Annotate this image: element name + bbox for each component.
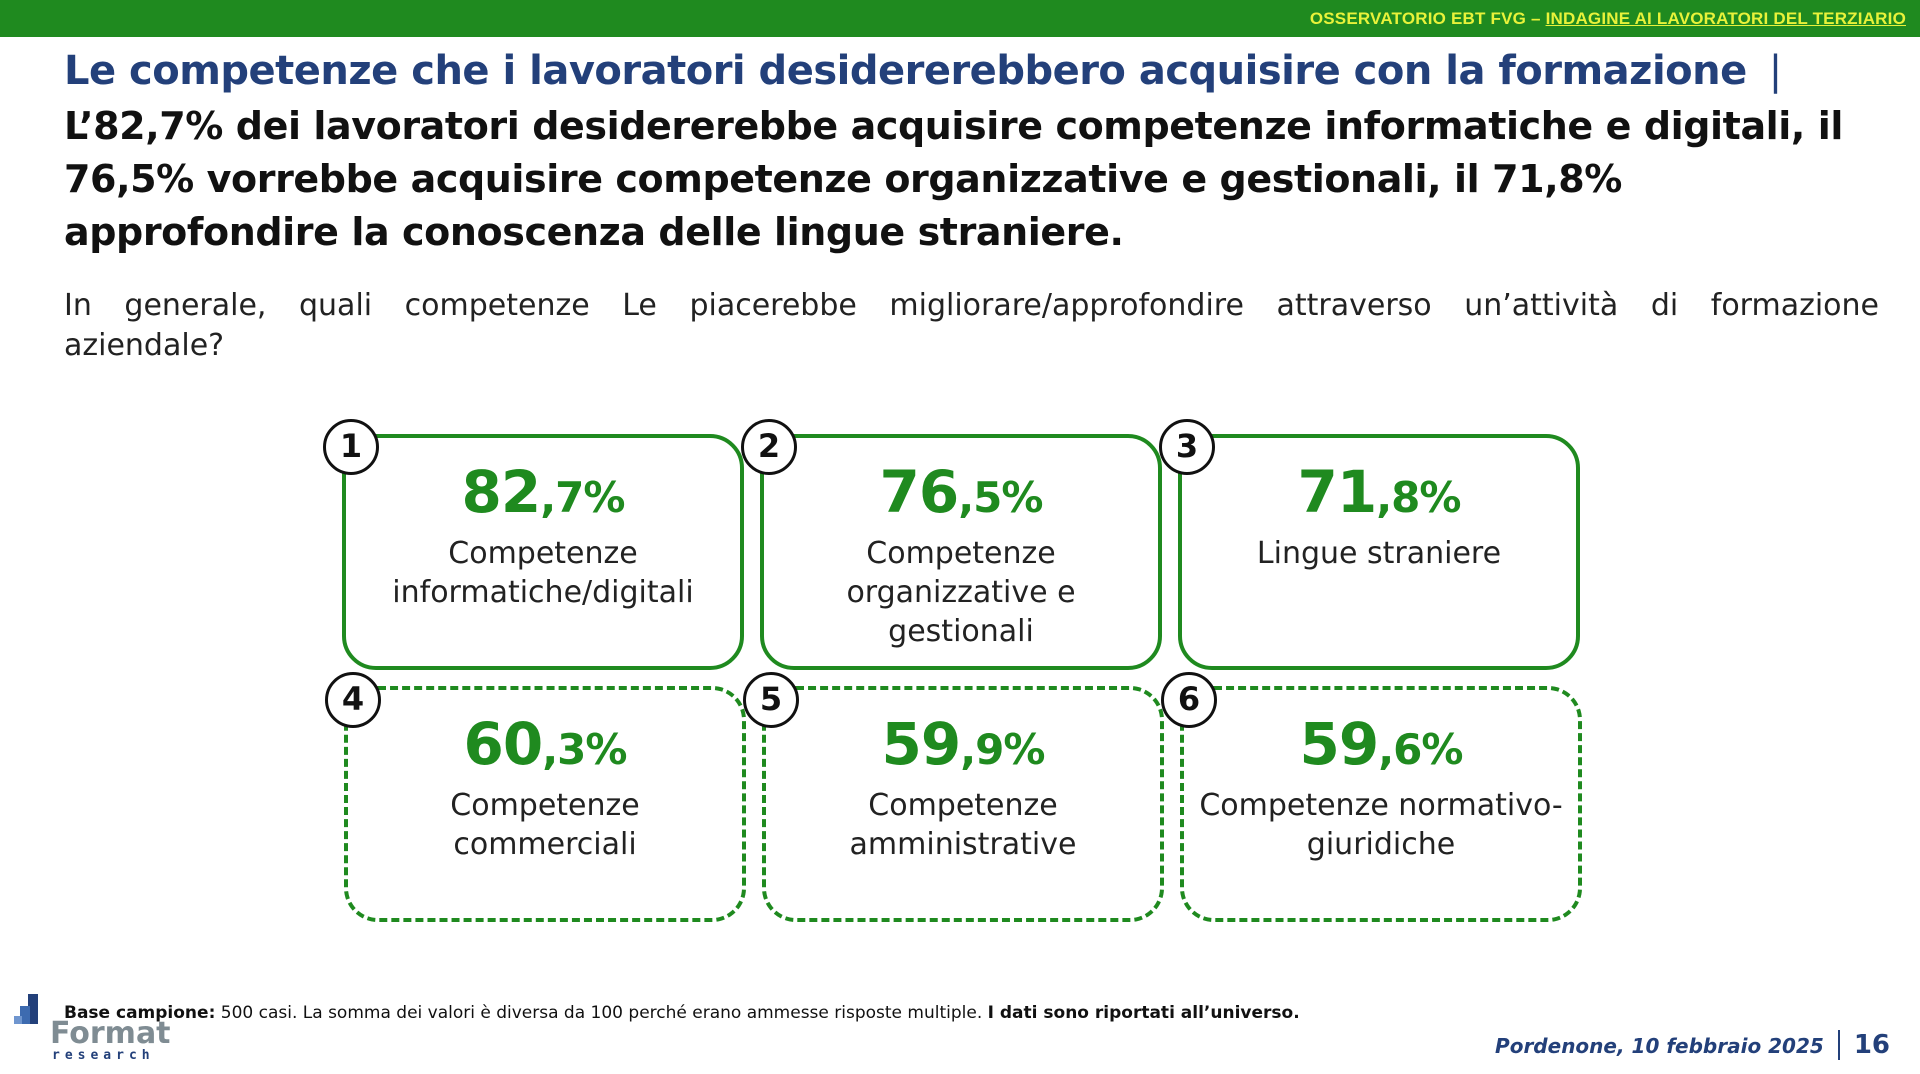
pct-decimal: ,7% [540, 473, 625, 522]
card-label: Competenze normativo-giuridiche [1199, 788, 1563, 862]
card-label: Competenze commerciali [450, 788, 640, 862]
pct-decimal: ,9% [960, 725, 1045, 774]
pct-integer: 76 [879, 458, 960, 526]
card-percentage: 59,9% [766, 710, 1160, 778]
page-number: 16 [1853, 1030, 1890, 1060]
card-percentage: 76,5% [764, 458, 1158, 526]
skill-card-3: 71,8% Lingue straniere [1178, 434, 1580, 670]
base-text: 500 casi. La somma dei valori è diversa … [215, 1003, 988, 1023]
brand-prefix: OSSERVATORIO EBT FVG – [1309, 9, 1546, 28]
card-percentage: 71,8% [1182, 458, 1576, 526]
headline: L’82,7% dei lavoratori desidererebbe acq… [64, 104, 1844, 254]
format-research-logo: Format research [14, 990, 184, 1064]
pct-decimal: ,6% [1378, 725, 1463, 774]
slide-title-text: Le competenze che i lavoratori desiderer… [64, 48, 1747, 94]
skill-card-5: 59,9% Competenze amministrative [762, 686, 1164, 922]
pct-integer: 82 [461, 458, 542, 526]
card-label: Competenze informatiche/digitali [392, 536, 694, 610]
pct-integer: 59 [1299, 710, 1380, 778]
pct-integer: 59 [881, 710, 962, 778]
rank-badge-1: 1 [323, 419, 379, 475]
footer-date: Pordenone, 10 febbraio 2025 [1495, 1034, 1824, 1058]
card-percentage: 60,3% [348, 710, 742, 778]
card-percentage: 82,7% [346, 458, 740, 526]
survey-question: In generale, quali competenze Le piacere… [64, 288, 1879, 363]
card-label: Competenze organizzative e gestionali [846, 536, 1076, 649]
base-note-bold: I dati sono riportati all’universo. [987, 1003, 1300, 1023]
logo-word: Format [50, 1016, 171, 1051]
rank-badge-4: 4 [325, 672, 381, 728]
rank-badge-5: 5 [743, 672, 799, 728]
pct-decimal: ,5% [958, 473, 1043, 522]
skill-card-4: 60,3% Competenze commerciali [344, 686, 746, 922]
survey-brand: OSSERVATORIO EBT FVG – INDAGINE AI LAVOR… [1310, 9, 1906, 29]
rank-badge-3: 3 [1159, 419, 1215, 475]
logo-sub: research [52, 1048, 155, 1063]
pct-integer: 60 [463, 710, 544, 778]
pct-integer: 71 [1297, 458, 1378, 526]
title-separator: | [1768, 48, 1782, 94]
sample-base-note: Base campione: 500 casi. La somma dei va… [64, 1003, 1564, 1023]
rank-badge-6: 6 [1161, 672, 1217, 728]
logo-mark-icon [14, 994, 38, 1024]
slide-title: Le competenze che i lavoratori desiderer… [64, 48, 1864, 94]
footer-right: Pordenone, 10 febbraio 2025 16 [1495, 1030, 1890, 1060]
footer-divider [1837, 1030, 1840, 1060]
skill-card-2: 76,5% Competenze organizzative e gestion… [760, 434, 1162, 670]
pct-decimal: ,8% [1376, 473, 1461, 522]
rank-badge-2: 2 [741, 419, 797, 475]
base-label: Base campione: [64, 1003, 216, 1023]
skill-card-1: 82,7% Competenze informatiche/digitali [342, 434, 744, 670]
skill-card-6: 59,6% Competenze normativo-giuridiche [1180, 686, 1582, 922]
card-label: Competenze amministrative [849, 788, 1077, 862]
card-label: Lingue straniere [1256, 536, 1502, 571]
card-percentage: 59,6% [1184, 710, 1578, 778]
brand-link[interactable]: INDAGINE AI LAVORATORI DEL TERZIARIO [1545, 9, 1906, 28]
pct-decimal: ,3% [542, 725, 627, 774]
top-bar: OSSERVATORIO EBT FVG – INDAGINE AI LAVOR… [0, 0, 1920, 37]
